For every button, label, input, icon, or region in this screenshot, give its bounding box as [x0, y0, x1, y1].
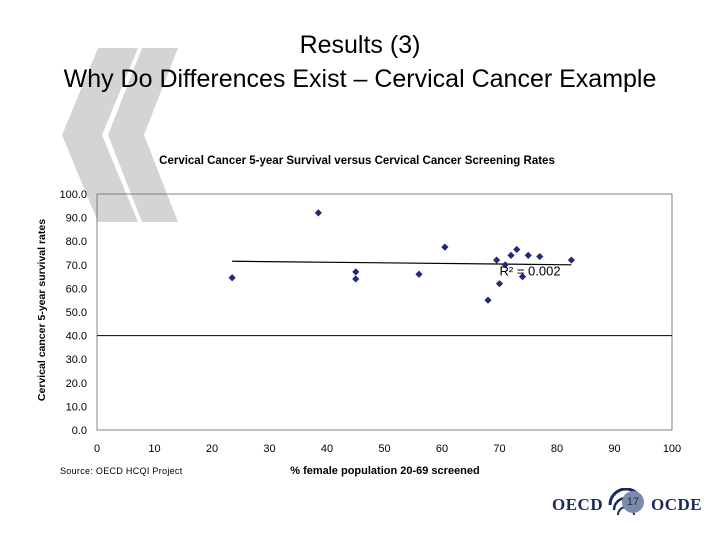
y-tick-label: 80.0: [66, 236, 87, 248]
y-tick-label: 60.0: [66, 283, 87, 295]
y-tick-label: 30.0: [66, 354, 87, 366]
data-point: [495, 280, 504, 288]
x-tick-label: 40: [321, 443, 333, 455]
x-tick-label: 30: [263, 443, 275, 455]
data-point: [518, 273, 527, 281]
data-point: [441, 243, 449, 251]
data-point: [415, 270, 423, 278]
y-tick-label: 50.0: [66, 307, 87, 319]
data-point: [536, 252, 544, 261]
data-point: [228, 274, 236, 282]
x-tick-label: 100: [663, 443, 681, 455]
data-point: [314, 209, 322, 217]
plot-area: [96, 193, 673, 431]
slide-title-line2: Why Do Differences Exist – Cervical Canc…: [63, 65, 657, 93]
y-tick-label: 20.0: [66, 378, 87, 390]
x-axis-label: % female population 20-69 screened: [290, 465, 480, 477]
y-tick-label: 10.0: [66, 401, 87, 413]
y-tick-label: 0.0: [72, 425, 87, 437]
quote-mark-decoration: [62, 48, 178, 222]
slide-title-line1: Results (3): [299, 31, 421, 59]
y-axis-label: Cervical cancer 5-year survival rates: [36, 219, 48, 401]
data-point: [352, 268, 360, 276]
slide-title: Results (3) Why Do Differences Exist – C…: [0, 28, 720, 96]
data-point: [493, 256, 501, 264]
y-tick-label: 90.0: [66, 213, 87, 225]
x-tick-label: 70: [493, 443, 505, 455]
data-point: [507, 251, 515, 259]
y-tick-label: 100.0: [59, 189, 87, 201]
trend-line: [232, 260, 572, 266]
data-point: [501, 261, 509, 269]
chart-title: Cervical Cancer 5-year Survival versus C…: [159, 155, 555, 167]
page-number: 17: [622, 491, 644, 513]
logo-text-oecd: OECD: [552, 495, 604, 514]
data-point: [524, 251, 532, 259]
r-squared-annotation: R² = 0.002: [500, 263, 561, 278]
x-tick-label: 20: [206, 443, 218, 455]
data-point: [567, 256, 575, 264]
logo-text-ocde: OCDE: [651, 495, 703, 514]
x-tick-label: 90: [608, 443, 620, 455]
y-tick-label: 40.0: [66, 331, 87, 343]
data-point: [352, 275, 360, 283]
x-tick-label: 50: [378, 443, 390, 455]
source-note: Source: OECD HCQI Project: [60, 466, 183, 476]
y-tick-label: 70.0: [66, 260, 87, 272]
x-tick-label: 60: [436, 443, 448, 455]
data-point: [484, 296, 492, 304]
data-point: [513, 245, 521, 254]
x-tick-label: 0: [94, 443, 100, 455]
x-tick-label: 80: [551, 443, 563, 455]
x-tick-label: 10: [148, 443, 160, 455]
